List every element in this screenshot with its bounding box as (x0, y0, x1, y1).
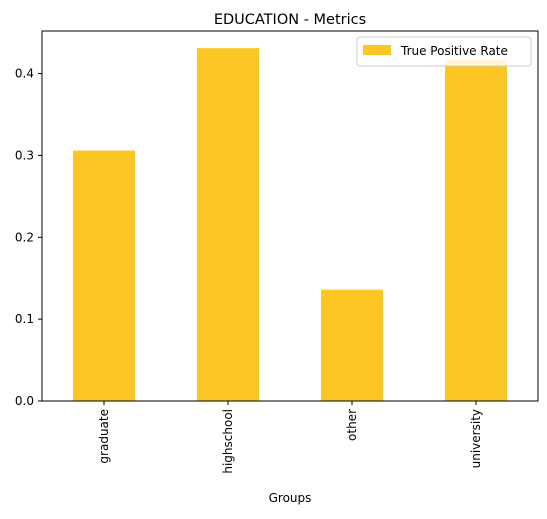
bar-university (445, 60, 507, 401)
axes-frame (41, 30, 539, 402)
legend-label: True Positive Rate (400, 44, 508, 58)
bar-graduate (73, 150, 135, 401)
y-tick-label: 0.1 (15, 312, 34, 326)
x-tick-label: highschool (221, 409, 235, 474)
x-axis-label: Groups (269, 491, 312, 505)
chart-title: EDUCATION - Metrics (214, 12, 366, 28)
bar-highschool (197, 48, 259, 401)
x-tick-label: university (469, 409, 483, 468)
y-axis: 0.0 0.1 0.2 0.3 0.4 (15, 67, 42, 408)
x-tick-label: graduate (97, 409, 111, 464)
legend: True Positive Rate (356, 36, 532, 67)
legend-swatch (363, 45, 391, 55)
legend-box (356, 36, 532, 67)
bar-other (321, 289, 383, 401)
y-tick-label: 0.3 (15, 148, 34, 162)
x-tick-label: other (345, 409, 359, 441)
bars-group (73, 48, 507, 401)
y-tick-label: 0.0 (15, 394, 34, 408)
y-tick-label: 0.2 (15, 230, 34, 244)
y-tick-label: 0.4 (15, 67, 34, 81)
x-axis: graduate highschool other university (97, 401, 483, 474)
